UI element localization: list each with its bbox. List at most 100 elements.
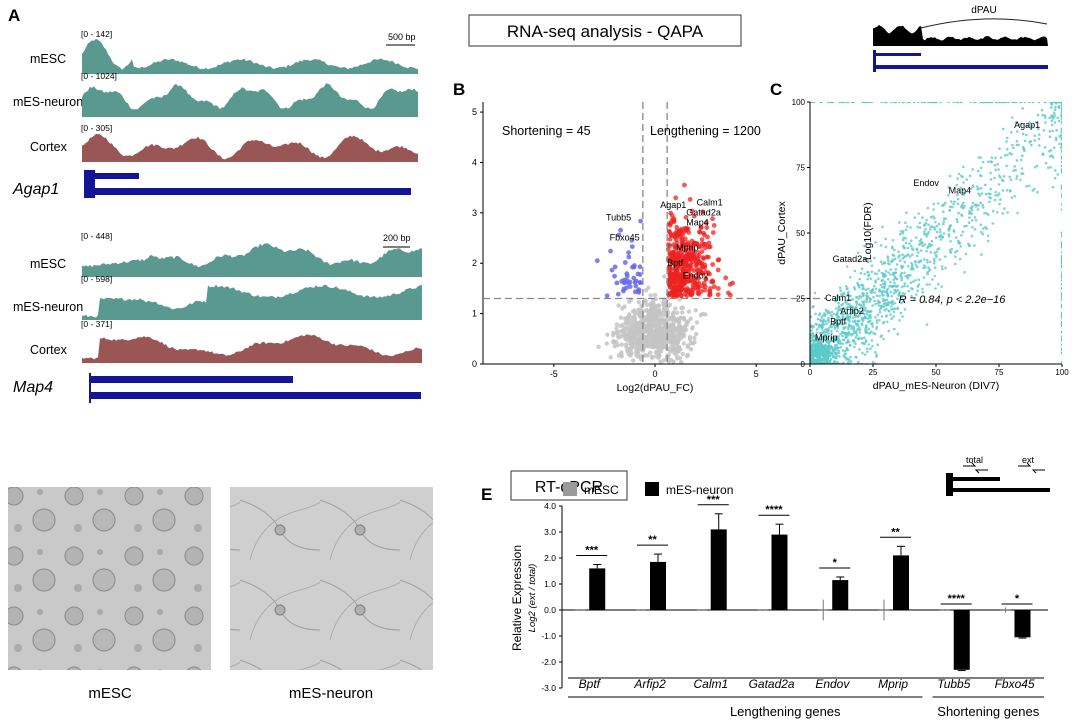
correlation-point — [935, 224, 939, 228]
volcano-point-lengthening — [674, 233, 680, 239]
volcano-point-ns — [661, 336, 666, 341]
correlation-point — [1010, 131, 1013, 134]
gene-group-label: Shortening genes — [937, 704, 1039, 719]
correlation-point — [854, 306, 857, 310]
correlation-point — [1052, 146, 1056, 149]
correlation-point — [1002, 102, 1005, 104]
correlation-point — [814, 312, 817, 316]
volcano-point-lengthening — [696, 259, 701, 264]
volcano-point-lengthening — [683, 214, 689, 220]
correlation-point — [917, 278, 921, 282]
correlation-point — [981, 203, 984, 207]
correlation-point — [872, 295, 875, 299]
correlation-point — [810, 348, 814, 352]
correlation-point — [989, 178, 993, 181]
correlation-point — [863, 244, 866, 248]
volcano-point-ns — [675, 316, 681, 322]
volcano-point-ns — [685, 352, 691, 358]
volcano-point-ns — [657, 331, 662, 337]
volcano-point-lengthening — [676, 229, 682, 235]
correlation-point — [1060, 157, 1062, 160]
volcano-point-lengthening — [670, 278, 676, 284]
correlation-point — [846, 313, 849, 316]
correlation-point — [962, 201, 965, 205]
correlation-point — [960, 213, 963, 216]
volcano-point-ns — [629, 351, 634, 357]
correlation-point — [887, 262, 890, 265]
correlation-point — [994, 190, 998, 194]
correlation-point — [952, 102, 955, 104]
volcano-point-ns — [614, 322, 619, 327]
correlation-point — [841, 315, 844, 319]
volcano-point-ns — [627, 299, 632, 304]
correlation-point — [854, 296, 858, 299]
volcano-point-ns — [661, 358, 666, 363]
correlation-point — [879, 306, 883, 310]
correlation-point — [981, 160, 985, 164]
correlation-point — [970, 234, 974, 238]
bar-ytick-label: -2.0 — [541, 657, 556, 667]
correlation-point — [848, 324, 851, 327]
volcano-point-shortening — [633, 283, 639, 289]
volcano-point-ns — [630, 358, 636, 363]
volcano-point-ns — [667, 302, 673, 307]
volcano-point-ns — [618, 329, 623, 334]
correlation-point — [909, 255, 912, 258]
correlation-point — [855, 302, 859, 306]
correlation-point — [951, 205, 954, 209]
correlation-point — [1036, 190, 1039, 194]
volcano-point-shortening — [615, 291, 621, 297]
correlation-point — [977, 204, 980, 207]
correlation-point — [933, 266, 937, 270]
correlation-point — [969, 102, 972, 104]
correlation-point — [979, 187, 983, 190]
correlation-point — [989, 192, 992, 196]
primer-short-isoform — [948, 477, 1000, 481]
correlation-point — [961, 203, 964, 207]
correlation-point — [837, 335, 840, 338]
dpau-short-isoform — [873, 53, 921, 56]
correlation-point — [897, 255, 900, 259]
gene-group-label: Lengthening genes — [730, 704, 841, 719]
correlation-point — [871, 360, 875, 364]
correlation-point — [841, 349, 845, 352]
volcano-point-ns — [646, 323, 651, 328]
correlation-point — [994, 168, 997, 172]
correlation-point — [986, 234, 990, 237]
correlation-point — [840, 293, 843, 296]
correlation-point — [935, 230, 939, 234]
dpau-schematic: dPAU — [873, 5, 1048, 72]
correlation-point — [891, 258, 895, 262]
correlation-point — [866, 102, 870, 104]
correlation-point — [1015, 177, 1018, 181]
correlation-point — [1001, 212, 1005, 215]
correlation-point — [885, 298, 889, 302]
correlation-point — [818, 313, 821, 317]
volcano-point-ns — [647, 341, 652, 347]
volcano-point-ns — [684, 322, 689, 327]
correlation-point — [834, 346, 837, 349]
volcano-point-lengthening — [723, 275, 729, 281]
correlation-point — [865, 294, 868, 298]
panel-label-a: A — [8, 6, 20, 25]
volcano-point-ns — [596, 344, 601, 349]
correlation-point — [1060, 287, 1062, 290]
correlation-point — [846, 305, 850, 309]
volcano-point-ns — [643, 298, 648, 304]
correlation-point — [889, 281, 892, 284]
volcano-point-lengthening — [696, 284, 702, 290]
volcano-point-ns — [636, 342, 641, 347]
correlation-point — [928, 268, 932, 271]
correlation-point — [968, 244, 972, 247]
correlation-point — [1035, 164, 1039, 168]
correlation-point — [963, 270, 966, 274]
correlation-point — [1051, 129, 1054, 133]
correlation-point — [944, 255, 947, 258]
correlation-point — [1060, 295, 1062, 299]
correlation-point — [881, 282, 885, 286]
volcano-point-lengthening — [707, 288, 712, 294]
volcano-point-ns — [679, 305, 684, 311]
correlation-point — [921, 216, 924, 219]
bars — [575, 513, 1031, 672]
correlation-point — [948, 209, 952, 212]
